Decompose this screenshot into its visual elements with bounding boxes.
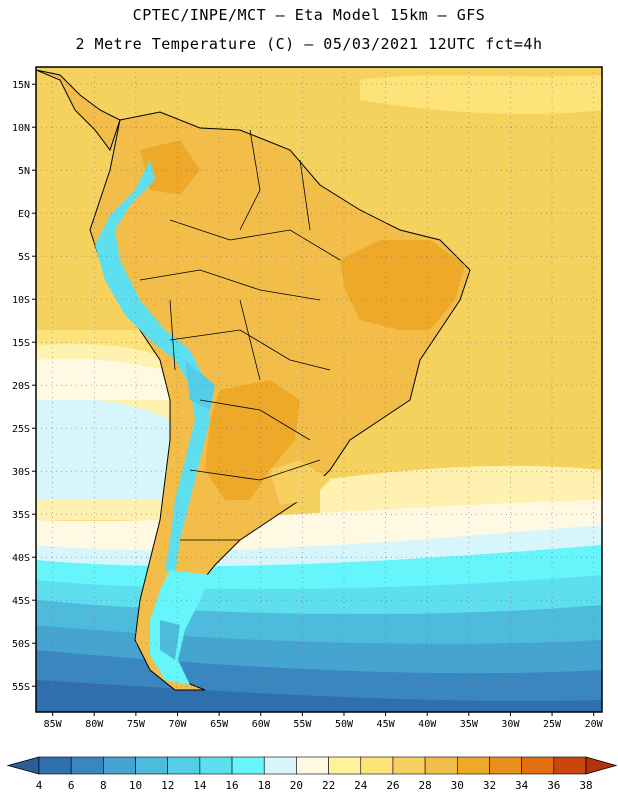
lon-label: 50W (335, 719, 354, 730)
colorbar-label: 18 (258, 779, 271, 792)
lon-label: 35W (460, 719, 479, 730)
lon-label: 85W (44, 719, 63, 730)
colorbar-swatch (70, 756, 104, 775)
colorbar-swatch (521, 756, 555, 775)
colorbar-swatch (263, 756, 297, 775)
lat-label: 35S (12, 510, 30, 521)
colorbar-swatch (103, 756, 136, 775)
colorbar-label: 14 (193, 779, 207, 792)
lat-label: 40S (12, 553, 30, 564)
colorbar-label: 12 (161, 779, 174, 792)
lon-label: 20W (585, 719, 604, 730)
colorbar-swatch (167, 756, 201, 775)
colorbar-swatch (360, 756, 394, 775)
country-borders (139, 129, 341, 541)
lon-label: 60W (252, 719, 271, 730)
colorbar-swatch (231, 756, 265, 775)
lat-label: 45S (12, 596, 30, 607)
lon-label: 45W (377, 719, 396, 730)
lon-label: 55W (293, 719, 312, 730)
colorbar-swatch (38, 756, 72, 775)
lat-label: 10S (12, 295, 30, 306)
colorbar-label: 22 (322, 779, 335, 792)
colorbar-label: 8 (100, 779, 107, 792)
colorbar-label: 10 (129, 779, 142, 792)
lat-label: 10N (12, 123, 30, 134)
colorbar-label: 38 (579, 779, 592, 792)
lat-label: 55S (12, 682, 30, 693)
lon-label: 80W (85, 719, 104, 730)
longitude-labels: 85W 80W 75W 70W 65W 60W 55W 50W 45W 40W 35W 30W 25W 2… (44, 712, 604, 730)
colorbar-swatch (456, 756, 490, 775)
colorbar-swatch (135, 756, 169, 775)
map-frame (35, 66, 603, 713)
map-subtitle: 2 Metre Temperature (C) – 05/03/2021 12U… (75, 35, 543, 53)
lon-label: 65W (210, 719, 229, 730)
colorbar-label: 4 (36, 779, 43, 792)
lat-label: 25S (12, 424, 30, 435)
lon-label: 30W (501, 719, 520, 730)
lon-label: 40W (418, 719, 437, 730)
colorbar-swatch (296, 756, 329, 775)
lat-label: 50S (12, 639, 30, 650)
colorbar-label: 28 (418, 779, 431, 792)
colorbar-label: 20 (290, 779, 303, 792)
lat-label: 20S (12, 381, 30, 392)
colorbar-label: 34 (515, 779, 529, 792)
central-america-land (36, 69, 121, 152)
colorbar-swatch (424, 756, 458, 775)
colorbar-swatch (489, 756, 522, 775)
lon-label: 25W (543, 719, 562, 730)
lat-label: 5N (18, 166, 30, 177)
colorbar-low-arrow (6, 756, 40, 775)
colorbar-swatch (553, 756, 587, 775)
colorbar-label: 32 (483, 779, 496, 792)
lat-label: EQ (18, 209, 30, 220)
lat-label: 5S (18, 252, 30, 263)
lat-label: 30S (12, 467, 30, 478)
lon-label: 75W (127, 719, 146, 730)
colorbar: 4 6 8 10 12 14 16 18 20 22 24 26 28 30 32 34 36 38 (6, 756, 618, 792)
colorbar-label: 36 (547, 779, 560, 792)
lat-label: 15S (12, 338, 30, 349)
colorbar-swatch (392, 756, 426, 775)
temperature-field (36, 67, 602, 712)
colorbar-label: 26 (386, 779, 399, 792)
colorbar-swatch (328, 756, 362, 775)
colorbar-label: 6 (68, 779, 75, 792)
colorbar-label: 24 (354, 779, 368, 792)
map-title: CPTEC/INPE/MCT – Eta Model 15km – GFS (132, 6, 486, 24)
colorbar-swatch (199, 756, 233, 775)
lon-label: 70W (168, 719, 187, 730)
lat-label: 15N (12, 80, 30, 91)
colorbar-label: 30 (451, 779, 464, 792)
latitude-labels: 15N 10N 5N EQ 5S 10S 15S 20S 25S 30S 35S 40S 45S 50S 5… (12, 80, 36, 693)
colorbar-high-arrow (585, 756, 618, 775)
colorbar-label: 16 (225, 779, 238, 792)
